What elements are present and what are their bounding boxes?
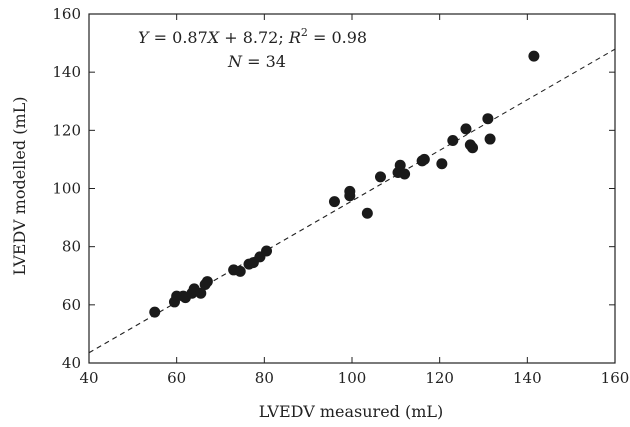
x-tick-label: 140 <box>513 369 542 387</box>
data-point <box>234 265 246 277</box>
data-point <box>460 123 472 135</box>
data-point <box>418 153 430 165</box>
data-point <box>467 142 479 154</box>
y-tick-label: 60 <box>62 296 81 314</box>
eq-x-var: X <box>206 28 220 47</box>
y-axis-title: LVEDV modelled (mL) <box>10 97 29 276</box>
y-tick-label: 100 <box>52 180 81 198</box>
data-point <box>149 306 161 318</box>
data-point <box>195 287 207 299</box>
data-point <box>344 185 356 197</box>
data-point <box>374 171 386 183</box>
data-point <box>436 158 448 170</box>
eq-y-var: Y <box>138 28 150 47</box>
y-tick-label: 160 <box>52 5 81 23</box>
data-point <box>447 135 459 147</box>
data-point <box>261 245 273 257</box>
eq-intercept: + 8.72; <box>219 28 289 47</box>
x-tick-label: 120 <box>425 369 454 387</box>
x-axis-title: LVEDV measured (mL) <box>259 402 444 421</box>
data-point <box>328 196 340 208</box>
x-tick-label: 60 <box>167 369 186 387</box>
y-tick-label: 40 <box>62 354 81 372</box>
data-point <box>394 159 406 171</box>
n-var: N <box>227 52 243 71</box>
eq-r-var: R <box>288 28 301 47</box>
sample-size: N = 34 <box>227 52 286 71</box>
data-point <box>484 133 496 145</box>
x-tick-label: 40 <box>79 369 98 387</box>
x-tick-label: 100 <box>338 369 367 387</box>
x-tick-label: 80 <box>255 369 274 387</box>
data-point <box>399 168 411 180</box>
data-point <box>528 50 540 62</box>
data-point <box>361 207 373 219</box>
regression-fit-line <box>88 48 616 354</box>
n-value: = 34 <box>242 52 286 71</box>
data-point <box>482 113 494 125</box>
eq-r-superscript: 2 <box>301 26 308 39</box>
y-tick-label: 140 <box>52 63 81 81</box>
eq-r-value: = 0.98 <box>308 28 367 47</box>
y-tick-label: 120 <box>52 121 81 139</box>
eq-slope: = 0.87 <box>149 28 208 47</box>
ticks-layer: 40 60 80 100 120 140 160 40 60 80 100 120 140 160 <box>52 5 629 387</box>
x-tick-label: 160 <box>601 369 630 387</box>
plot-area-frame <box>88 13 616 364</box>
y-tick-label: 80 <box>62 238 81 256</box>
data-point <box>201 276 213 288</box>
data-points <box>149 50 540 318</box>
regression-equation: Y = 0.87X + 8.72; R2 = 0.98 <box>138 26 367 47</box>
